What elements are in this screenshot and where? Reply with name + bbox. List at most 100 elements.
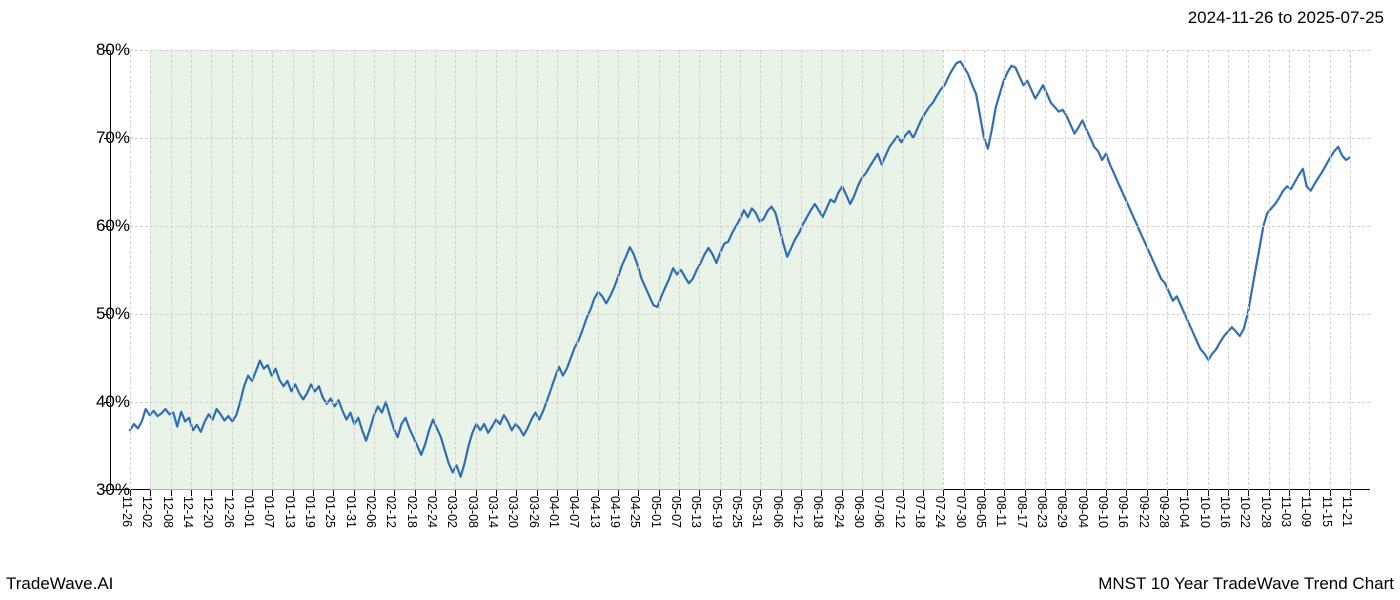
x-tick-label: 12-20 (201, 496, 215, 528)
x-gridline (1147, 50, 1148, 490)
x-gridline (781, 50, 782, 490)
y-tick-label: 70% (70, 128, 130, 148)
x-tick-label: 12-02 (140, 496, 154, 528)
x-gridline (394, 50, 395, 490)
x-tick-label: 09-10 (1096, 496, 1110, 528)
x-tick-label: 06-18 (811, 496, 825, 528)
x-gridline (699, 50, 700, 490)
x-tick-label: 11-21 (1340, 496, 1354, 527)
x-gridline (618, 50, 619, 490)
x-tick-label: 08-17 (1015, 496, 1029, 528)
x-tick-label: 08-05 (974, 496, 988, 528)
brand-label: TradeWave.AI (6, 574, 113, 594)
x-gridline (232, 50, 233, 490)
x-tick-label: 09-04 (1076, 496, 1090, 528)
x-tick-label: 03-14 (486, 496, 500, 528)
x-tick-label: 10-04 (1177, 496, 1191, 528)
x-tick-label: 07-06 (872, 496, 886, 528)
x-tick-label: 02-24 (425, 496, 439, 528)
x-gridline (1086, 50, 1087, 490)
x-gridline (1045, 50, 1046, 490)
x-gridline (455, 50, 456, 490)
x-tick-label: 04-25 (628, 496, 642, 528)
x-gridline (862, 50, 863, 490)
x-gridline (1065, 50, 1066, 490)
x-gridline (150, 50, 151, 490)
x-gridline (293, 50, 294, 490)
x-tick-label: 05-19 (710, 496, 724, 528)
x-tick-label: 05-07 (669, 496, 683, 528)
x-tick-label: 05-31 (750, 496, 764, 528)
x-tick-label: 03-08 (466, 496, 480, 528)
x-tick-label: 06-06 (771, 496, 785, 528)
x-tick-label: 03-20 (506, 496, 520, 528)
x-gridline (882, 50, 883, 490)
x-gridline (333, 50, 334, 490)
x-gridline (1289, 50, 1290, 490)
y-tick-label: 40% (70, 392, 130, 412)
x-gridline (801, 50, 802, 490)
x-gridline (659, 50, 660, 490)
x-gridline (537, 50, 538, 490)
x-gridline (1106, 50, 1107, 490)
x-tick-label: 01-07 (262, 496, 276, 528)
x-tick-label: 08-29 (1055, 496, 1069, 528)
y-tick-label: 50% (70, 304, 130, 324)
x-gridline (252, 50, 253, 490)
x-gridline (354, 50, 355, 490)
x-tick-label: 12-08 (161, 496, 175, 528)
x-tick-label: 01-01 (242, 496, 256, 528)
x-tick-label: 06-12 (791, 496, 805, 528)
x-gridline (516, 50, 517, 490)
x-gridline (943, 50, 944, 490)
y-tick-label: 80% (70, 40, 130, 60)
x-gridline (821, 50, 822, 490)
x-gridline (760, 50, 761, 490)
x-tick-label: 08-23 (1035, 496, 1049, 528)
x-tick-label: 03-26 (527, 496, 541, 528)
x-gridline (638, 50, 639, 490)
x-tick-label: 05-25 (730, 496, 744, 528)
x-tick-label: 04-13 (588, 496, 602, 528)
x-tick-label: 12-14 (181, 496, 195, 528)
x-gridline (1330, 50, 1331, 490)
x-tick-label: 07-24 (933, 496, 947, 528)
x-tick-label: 05-01 (649, 496, 663, 528)
x-gridline (1309, 50, 1310, 490)
x-tick-label: 11-03 (1279, 496, 1293, 527)
x-tick-label: 04-01 (547, 496, 561, 528)
x-tick-label: 07-30 (954, 496, 968, 528)
x-tick-label: 01-13 (283, 496, 297, 528)
x-tick-label: 10-22 (1238, 496, 1252, 528)
x-tick-label: 04-07 (567, 496, 581, 528)
x-gridline (1167, 50, 1168, 490)
x-gridline (415, 50, 416, 490)
x-gridline (842, 50, 843, 490)
x-gridline (272, 50, 273, 490)
x-gridline (1004, 50, 1005, 490)
x-tick-label: 10-16 (1218, 496, 1232, 528)
y-tick-label: 60% (70, 216, 130, 236)
x-tick-label: 11-26 (120, 496, 134, 527)
x-tick-label: 05-13 (689, 496, 703, 528)
x-tick-label: 08-11 (994, 496, 1008, 527)
x-gridline (1248, 50, 1249, 490)
x-tick-label: 04-19 (608, 496, 622, 528)
x-tick-label: 02-06 (364, 496, 378, 528)
x-gridline (1187, 50, 1188, 490)
x-tick-label: 06-24 (832, 496, 846, 528)
x-tick-label: 02-12 (384, 496, 398, 528)
x-gridline (964, 50, 965, 490)
x-tick-label: 10-10 (1198, 496, 1212, 528)
x-tick-label: 11-09 (1299, 496, 1313, 527)
x-gridline (1228, 50, 1229, 490)
x-gridline (1269, 50, 1270, 490)
x-tick-label: 09-22 (1137, 496, 1151, 528)
chart-title: MNST 10 Year TradeWave Trend Chart (1098, 574, 1394, 594)
x-gridline (984, 50, 985, 490)
x-tick-label: 02-18 (405, 496, 419, 528)
x-tick-label: 07-12 (893, 496, 907, 528)
chart-plot-area (110, 50, 1370, 490)
x-tick-label: 10-28 (1259, 496, 1273, 528)
x-gridline (191, 50, 192, 490)
